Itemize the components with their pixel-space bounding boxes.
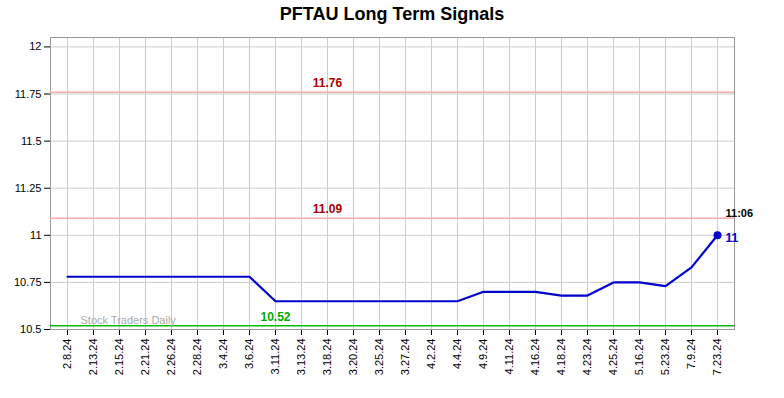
svg-text:7.9.24: 7.9.24 [685,339,697,370]
svg-text:2.8.24: 2.8.24 [61,339,73,370]
svg-text:12: 12 [29,40,41,52]
svg-text:4.16.24: 4.16.24 [529,339,541,376]
svg-text:3.25.24: 3.25.24 [373,339,385,376]
svg-text:4.25.24: 4.25.24 [607,339,619,376]
svg-text:7.23.24: 7.23.24 [711,339,723,376]
svg-text:5.23.24: 5.23.24 [659,339,671,376]
svg-text:4.11.24: 4.11.24 [503,339,515,375]
svg-text:2.21.24: 2.21.24 [139,339,151,376]
svg-text:3.18.24: 3.18.24 [321,339,333,376]
html-text:PFTAU Long Term Signals: PFTAU Long Term Signals [279,4,505,24]
svg-text:10.52: 10.52 [260,310,290,324]
svg-text:11.09: 11.09 [313,202,343,216]
svg-text:3.4.24: 3.4.24 [217,339,229,370]
svg-text:10.5: 10.5 [20,323,41,335]
svg-text:3.13.24: 3.13.24 [295,339,307,376]
svg-text:4.9.24: 4.9.24 [477,339,489,370]
svg-text:3.20.24: 3.20.24 [347,339,359,376]
svg-text:5.16.24: 5.16.24 [633,339,645,376]
svg-text:Stock Traders Daily: Stock Traders Daily [81,314,177,326]
svg-text:11.76: 11.76 [313,76,343,90]
svg-text:11.75: 11.75 [15,88,42,100]
svg-text:2.15.24: 2.15.24 [113,339,125,376]
svg-text:2.26.24: 2.26.24 [165,339,177,376]
svg-text:2.28.24: 2.28.24 [191,339,203,376]
svg-text:3.11.24: 3.11.24 [269,339,281,375]
svg-text:10.75: 10.75 [14,276,42,288]
svg-text:11: 11 [30,229,41,241]
svg-text:11: 11 [726,231,739,245]
svg-text:3.27.24: 3.27.24 [399,339,411,376]
svg-text:4.2.24: 4.2.24 [425,339,437,370]
svg-text:4.18.24: 4.18.24 [555,339,567,376]
svg-text:2.13.24: 2.13.24 [87,339,99,376]
svg-text:11.5: 11.5 [21,135,42,147]
svg-text:4.23.24: 4.23.24 [581,339,593,376]
svg-text:11.25: 11.25 [15,182,42,194]
svg-text:4.4.24: 4.4.24 [451,339,463,370]
svg-text:3.6.24: 3.6.24 [243,339,255,370]
svg-text:11:06: 11:06 [726,207,754,219]
